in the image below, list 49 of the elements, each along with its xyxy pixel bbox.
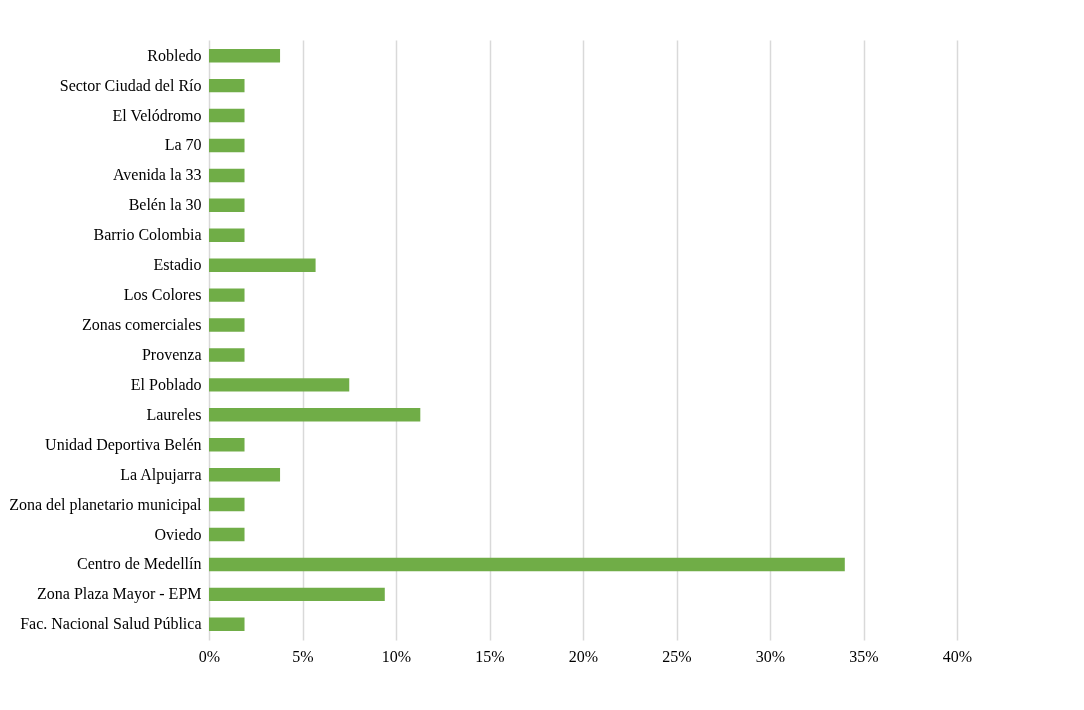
x-tick-label: 35% — [849, 647, 879, 665]
bar — [209, 258, 316, 272]
x-tick-label: 25% — [662, 647, 692, 665]
x-tick-label: 15% — [475, 647, 505, 665]
x-tick-label: 40% — [942, 647, 973, 665]
x-tick-label: 10% — [381, 647, 412, 665]
bar — [209, 557, 845, 572]
bar — [209, 378, 350, 392]
y-tick-label: El Poblado — [130, 375, 202, 393]
y-tick-label: Zona del planetario municipal — [9, 495, 203, 514]
y-tick-label: Zonas comerciales — [82, 316, 202, 334]
y-tick-label: Barrio Colombia — [93, 226, 202, 244]
y-tick-label: Sector Ciudad del Río — [59, 76, 202, 94]
y-tick-label: Zona Plaza Mayor - EPM — [37, 585, 202, 604]
y-tick-label: Avenida la 33 — [112, 166, 202, 184]
x-tick-label: 30% — [755, 647, 786, 665]
x-tick-label: 0% — [198, 647, 221, 665]
bar — [209, 497, 245, 512]
bar — [209, 348, 245, 362]
bar — [209, 78, 245, 93]
bar — [209, 288, 245, 302]
y-tick-label: Belén la 30 — [128, 196, 202, 214]
y-tick-label: Los Colores — [123, 286, 202, 304]
bar — [209, 48, 281, 63]
bar — [209, 108, 245, 123]
bar — [209, 467, 281, 482]
bar — [209, 168, 245, 183]
bar — [209, 228, 245, 242]
y-tick-label: Provenza — [141, 345, 202, 363]
y-tick-label: Centro de Medellín — [77, 555, 202, 573]
y-tick-label: Laureles — [146, 405, 202, 423]
y-tick-label: La 70 — [164, 136, 202, 154]
y-tick-label: Fac. Nacional Salud Pública — [20, 615, 202, 633]
bar — [209, 138, 245, 153]
y-tick-label: Estadio — [153, 256, 202, 274]
y-tick-label: La Alpujarra — [120, 465, 202, 484]
bar — [209, 617, 245, 632]
y-tick-label: Oviedo — [154, 525, 202, 543]
bar — [209, 198, 245, 213]
bar — [209, 527, 245, 542]
x-tick-label: 5% — [292, 647, 314, 665]
y-tick-label: Robledo — [147, 46, 202, 64]
bar — [209, 408, 421, 422]
bar — [209, 587, 385, 602]
y-tick-label: Unidad Deportiva Belén — [45, 435, 202, 454]
x-tick-label: 20% — [568, 647, 599, 665]
bar — [209, 438, 245, 452]
bar — [209, 318, 245, 332]
y-tick-label: El Velódromo — [112, 106, 202, 124]
